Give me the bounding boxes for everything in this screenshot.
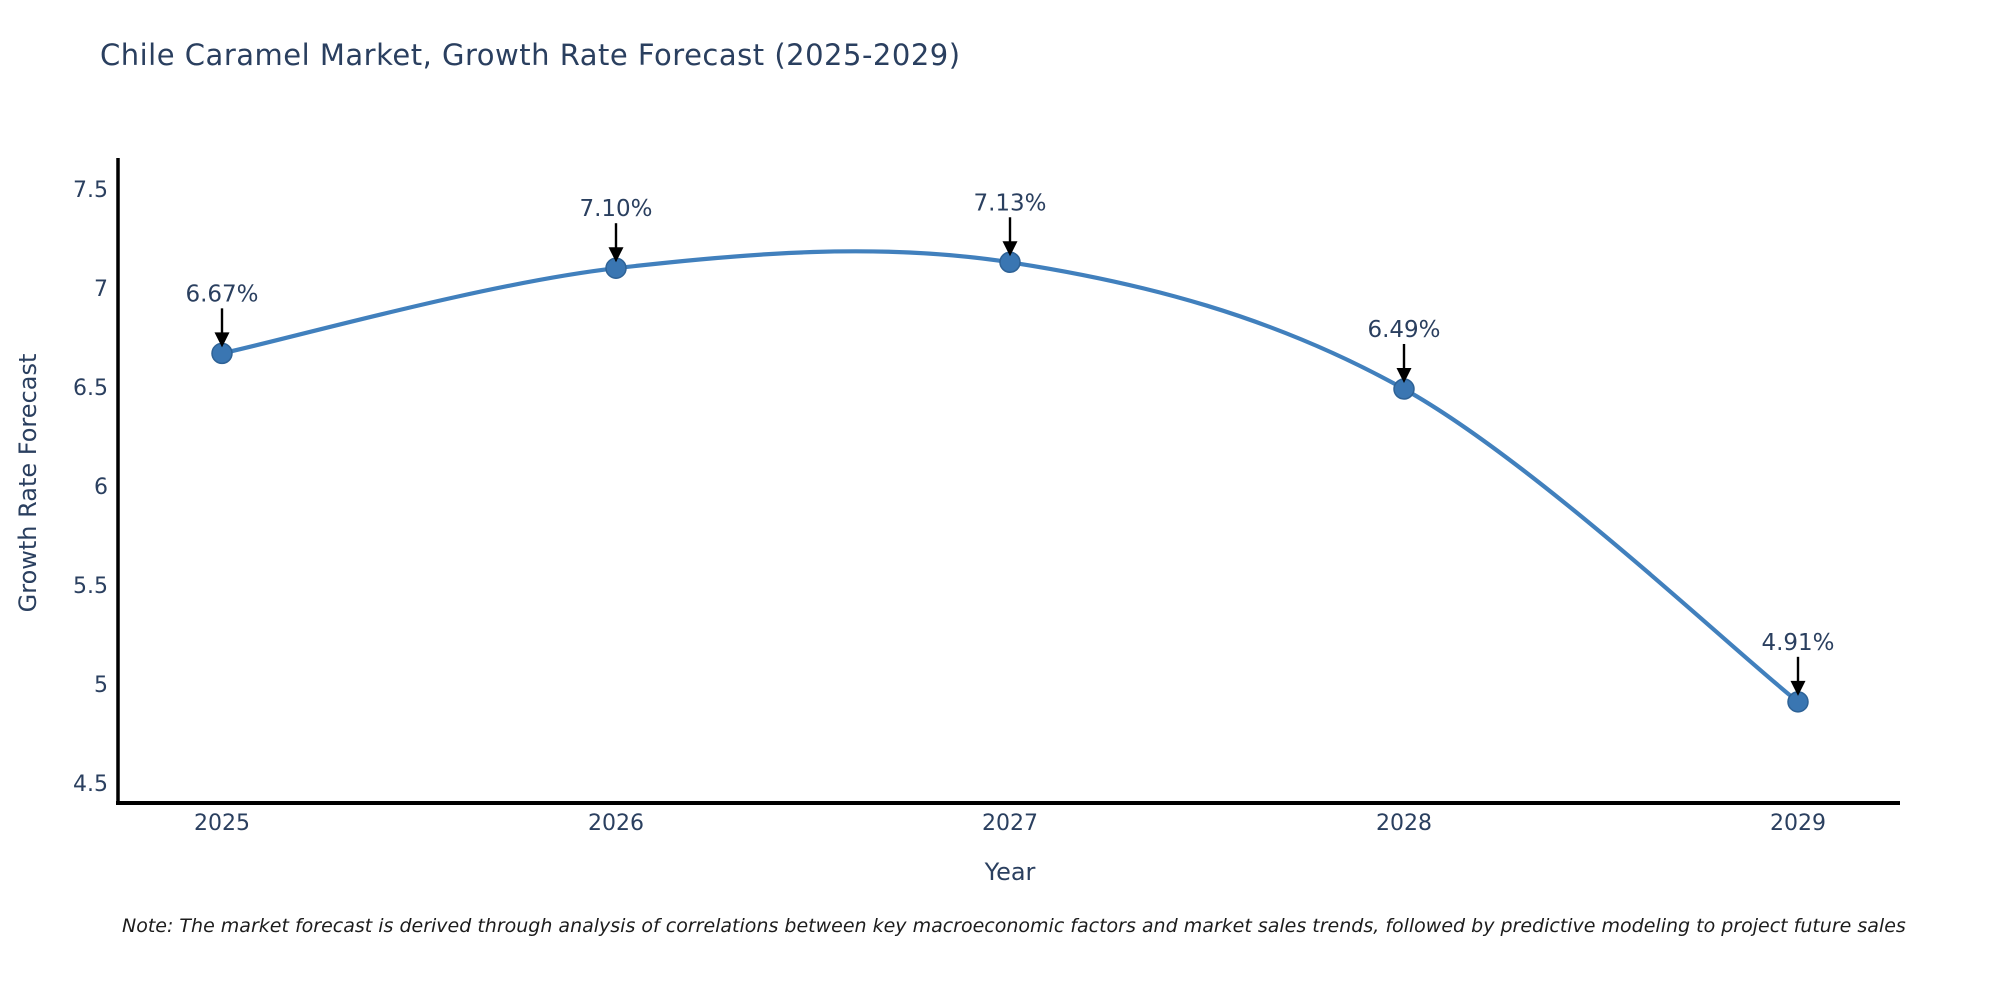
x-axis-title: Year xyxy=(984,858,1036,886)
annotation-arrowhead-icon xyxy=(1790,680,1806,696)
data-point-label: 6.49% xyxy=(1367,317,1440,343)
page-title: Chile Caramel Market, Growth Rate Foreca… xyxy=(100,38,961,72)
series-line xyxy=(219,249,1801,704)
x-tick-label: 2029 xyxy=(1770,811,1826,836)
data-point-label: 7.10% xyxy=(579,196,652,222)
chart-note: Note: The market forecast is derived thr… xyxy=(122,915,1906,937)
x-tick-label: 2026 xyxy=(588,811,644,836)
data-point-label: 6.67% xyxy=(185,281,258,307)
x-tick-label: 2027 xyxy=(982,811,1038,836)
y-tick-label: 5 xyxy=(94,673,108,698)
annotation-arrowhead-icon xyxy=(608,247,624,263)
annotation-arrowhead-icon xyxy=(1396,367,1412,383)
y-tick-label: 4.5 xyxy=(73,772,108,797)
annotation-arrowhead-icon xyxy=(1002,241,1018,257)
data-point-label: 7.13% xyxy=(973,190,1046,216)
y-tick-label: 7 xyxy=(94,277,108,302)
y-tick-label: 6.5 xyxy=(73,376,108,401)
y-tick-label: 7.5 xyxy=(73,178,108,203)
x-tick-label: 2028 xyxy=(1376,811,1432,836)
annotation-arrowhead-icon xyxy=(214,332,230,348)
x-tick-label: 2025 xyxy=(194,811,250,836)
data-point-label: 4.91% xyxy=(1761,630,1834,656)
y-tick-label: 6 xyxy=(94,475,108,500)
y-tick-label: 5.5 xyxy=(73,574,108,599)
